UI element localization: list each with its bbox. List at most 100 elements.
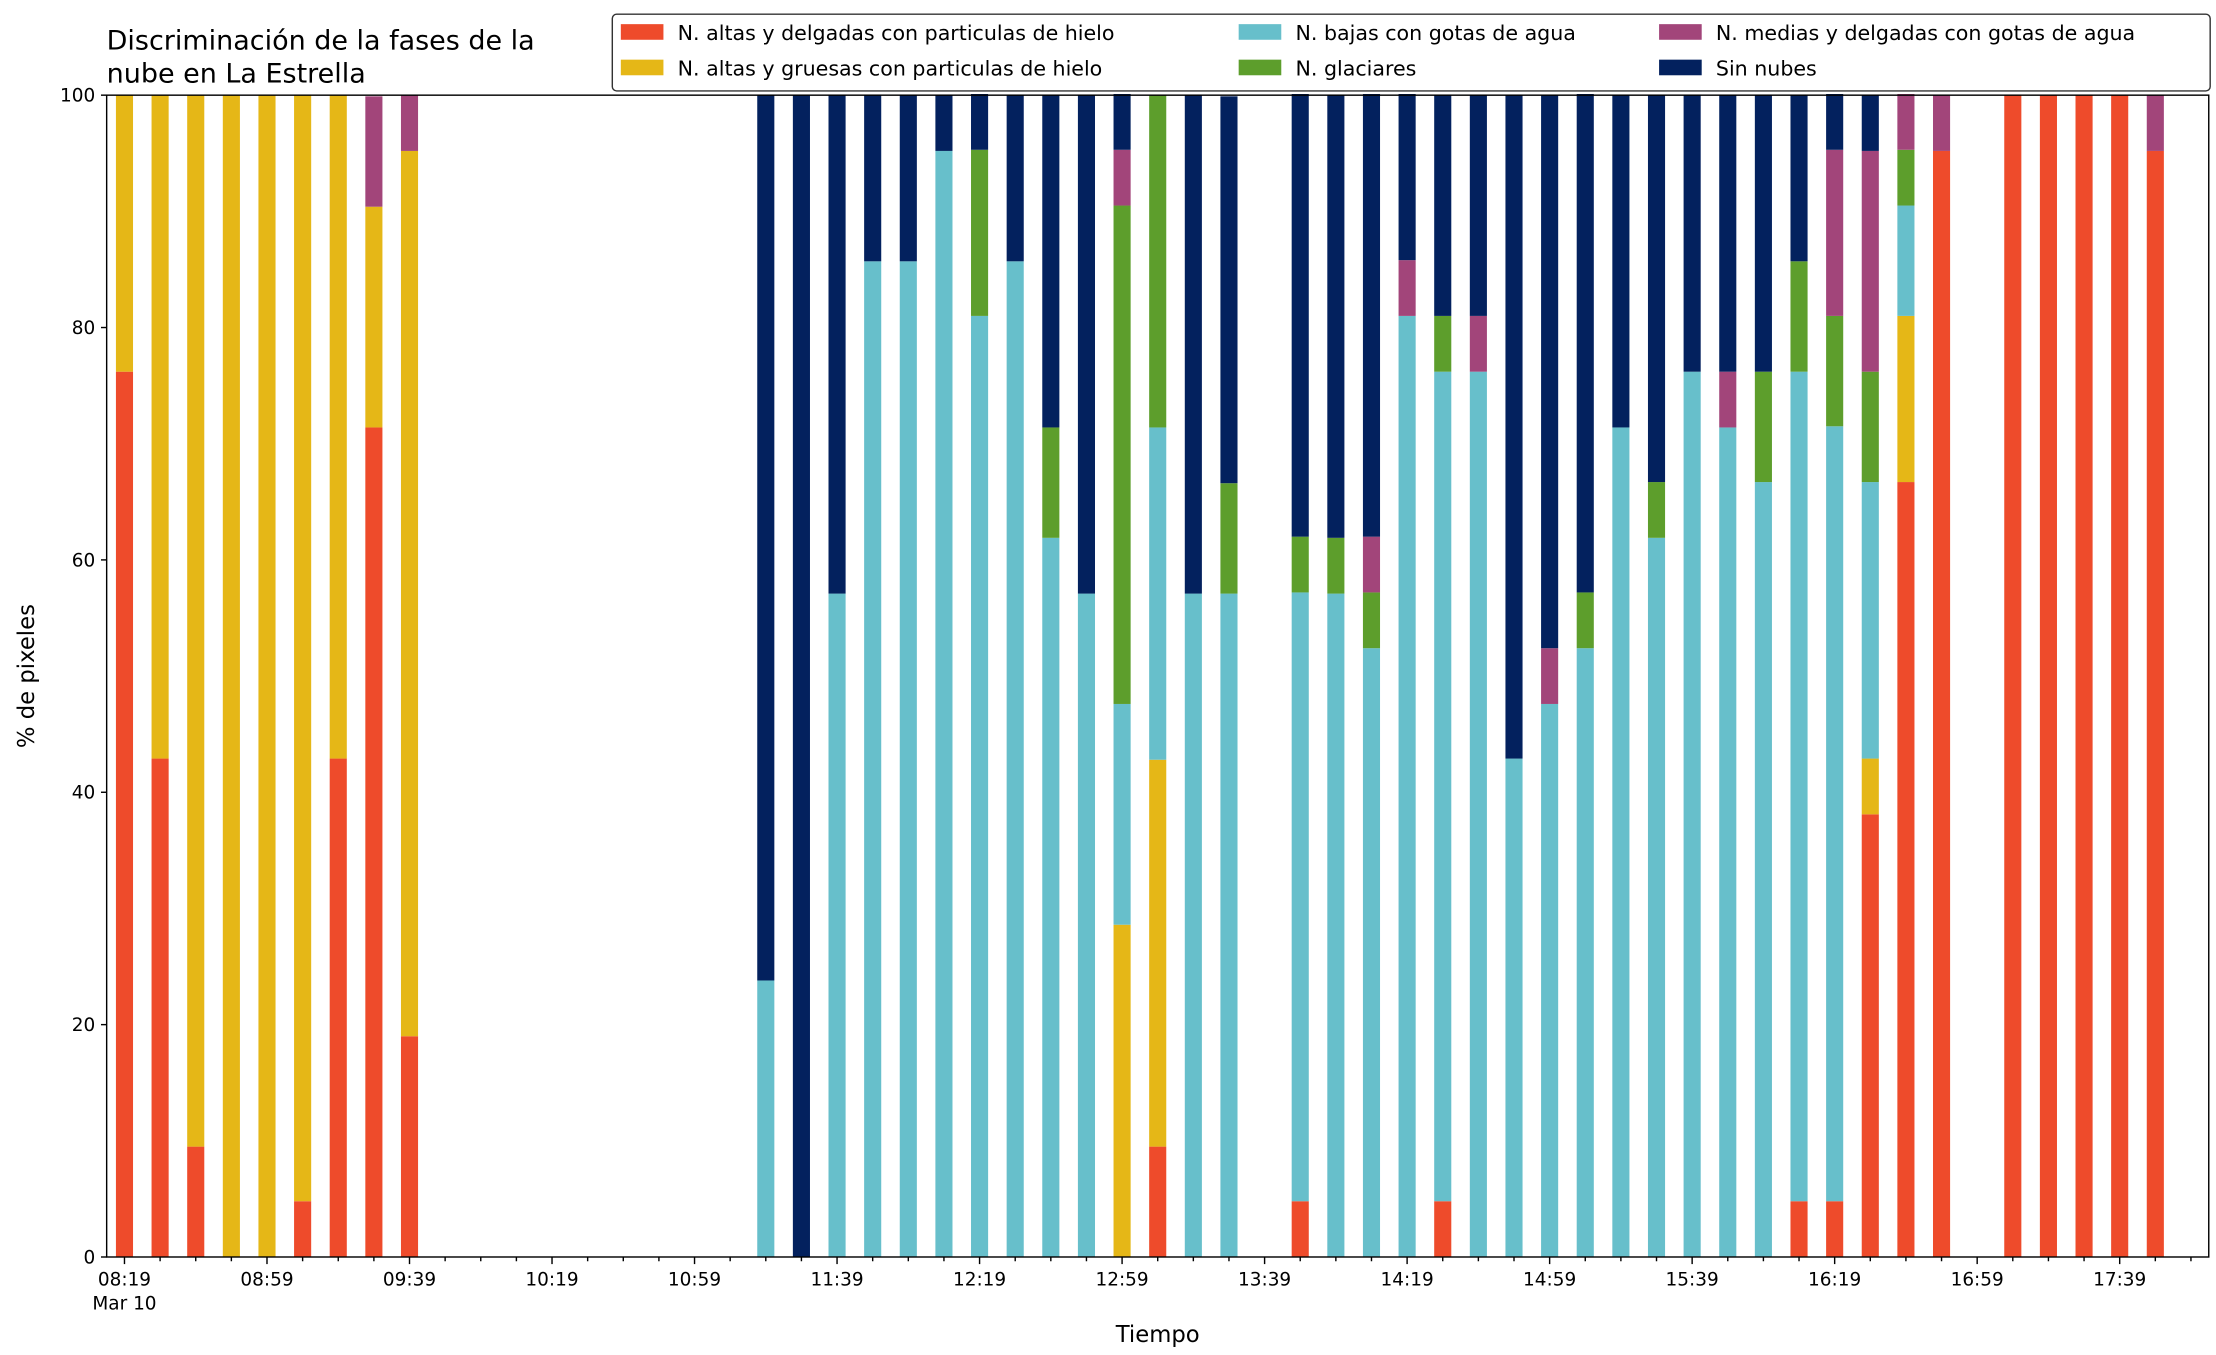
legend-label: N. glaciares [1295,56,1416,80]
bar-segment [1469,315,1487,372]
bar-segment [1113,149,1131,206]
x-tick-label: 16:59 [1951,1269,2004,1290]
bar-segment [1541,648,1559,704]
bar-segment [1826,1201,1844,1257]
bar-segment [1612,427,1630,1257]
bar-segment [1434,315,1452,372]
bar-segment [1576,648,1594,1257]
bar-segment [1291,536,1309,593]
legend-label: N. medias y delgadas con gotas de agua [1716,21,2135,45]
bar-segment [1006,95,1024,262]
bar-segment [1220,593,1238,1257]
bar-segment [1113,205,1131,704]
bar-segment [1327,593,1345,1257]
x-tick-label: 11:39 [810,1269,863,1290]
legend-swatch [1238,24,1282,40]
bar-segment [1647,537,1666,1257]
x-tick-label: 08:19 [98,1269,151,1290]
bar-segment [2111,95,2129,1257]
bar-segment [792,95,810,1257]
bar-segment [1327,95,1345,538]
bar-segment [1754,482,1772,1257]
legend-label: Sin nubes [1716,56,1817,80]
legend-label: N. altas y gruesas con particulas de hie… [678,56,1103,80]
bar-segment [1398,94,1416,261]
bar-segment [258,95,276,1257]
y-tick-label: 100 [60,86,95,107]
bar-segment [1861,482,1879,759]
bar-segment [2075,95,2093,1257]
bar-segment [2004,95,2022,1257]
bar-segment [1826,94,1844,150]
y-tick-label: 80 [72,318,95,339]
bar-segment [1647,95,1666,483]
bar-segment [1719,427,1737,1257]
bar-segment [935,95,953,151]
bar-segment [400,1036,419,1257]
bar-segment [1113,94,1131,150]
bar-segment [1897,205,1915,316]
legend-label: N. bajas con gotas de agua [1295,21,1575,45]
bar-segment [1184,593,1202,1257]
bar-segment [1362,94,1381,537]
bar-segment [1826,315,1844,427]
bar-segment [971,315,989,1257]
bar-segment [1149,1146,1167,1257]
bar-segment [1826,426,1844,1202]
bar-segment [1398,315,1416,1257]
bar-segment [864,95,882,262]
legend-swatch [1238,59,1282,76]
bar-segment [1897,482,1915,1257]
bar-segment [1113,924,1131,1257]
bar-segment [1362,648,1381,1257]
bar-segment [115,371,134,1257]
bar-segment [1042,95,1060,428]
x-tick-label: 15:39 [1666,1269,1719,1290]
bar-segment [1576,94,1594,593]
bar-segment [828,593,846,1257]
bar-segment [1754,371,1772,483]
x-tick-label: 09:39 [383,1269,436,1290]
bar-segment [1790,261,1808,372]
bar-segment [828,95,846,594]
bar-segment [1362,536,1381,593]
bar-segment [1291,94,1309,537]
bar-segment [294,1201,312,1257]
bar-segment [1932,150,1951,1257]
bar-segment [1291,592,1309,1202]
x-tick-label: 10:19 [525,1269,578,1290]
x-axis-label: Tiempo [1115,1322,1200,1348]
bar-segment [1861,150,1879,372]
bar-segment [400,95,419,151]
bar-segment [1719,95,1737,372]
x-tick-sublabel: Mar 10 [92,1294,156,1315]
legend-swatch [1659,24,1702,40]
bar-segment [1398,260,1416,316]
bar-segment [151,95,169,759]
bar-segment [1291,1201,1309,1257]
bar-segment [222,95,240,1257]
bar-segment [1754,95,1772,372]
bar-segment [1469,95,1487,316]
bar-segment [115,95,134,372]
x-tick-label: 16:19 [1808,1269,1861,1290]
bar-segment [365,96,383,207]
bar-segment [400,150,419,1037]
x-tick-label: 12:59 [1095,1269,1148,1290]
bar-segment [1505,95,1523,759]
legend-swatch [1659,59,1702,76]
bar-segment [1861,814,1879,1257]
bar-segment [757,95,775,981]
bar-segment [1434,371,1452,1202]
bar-segment [1362,592,1381,649]
x-tick-label: 14:59 [1523,1269,1576,1290]
bar-segment [2039,95,2057,1257]
bar-segment [365,206,383,428]
bar-segment [1826,149,1844,316]
bar-segment [1042,537,1060,1257]
legend-swatch [620,24,664,40]
bar-segment [1861,95,1879,151]
bar-segment [1434,95,1452,316]
bar-segment [1647,482,1666,538]
